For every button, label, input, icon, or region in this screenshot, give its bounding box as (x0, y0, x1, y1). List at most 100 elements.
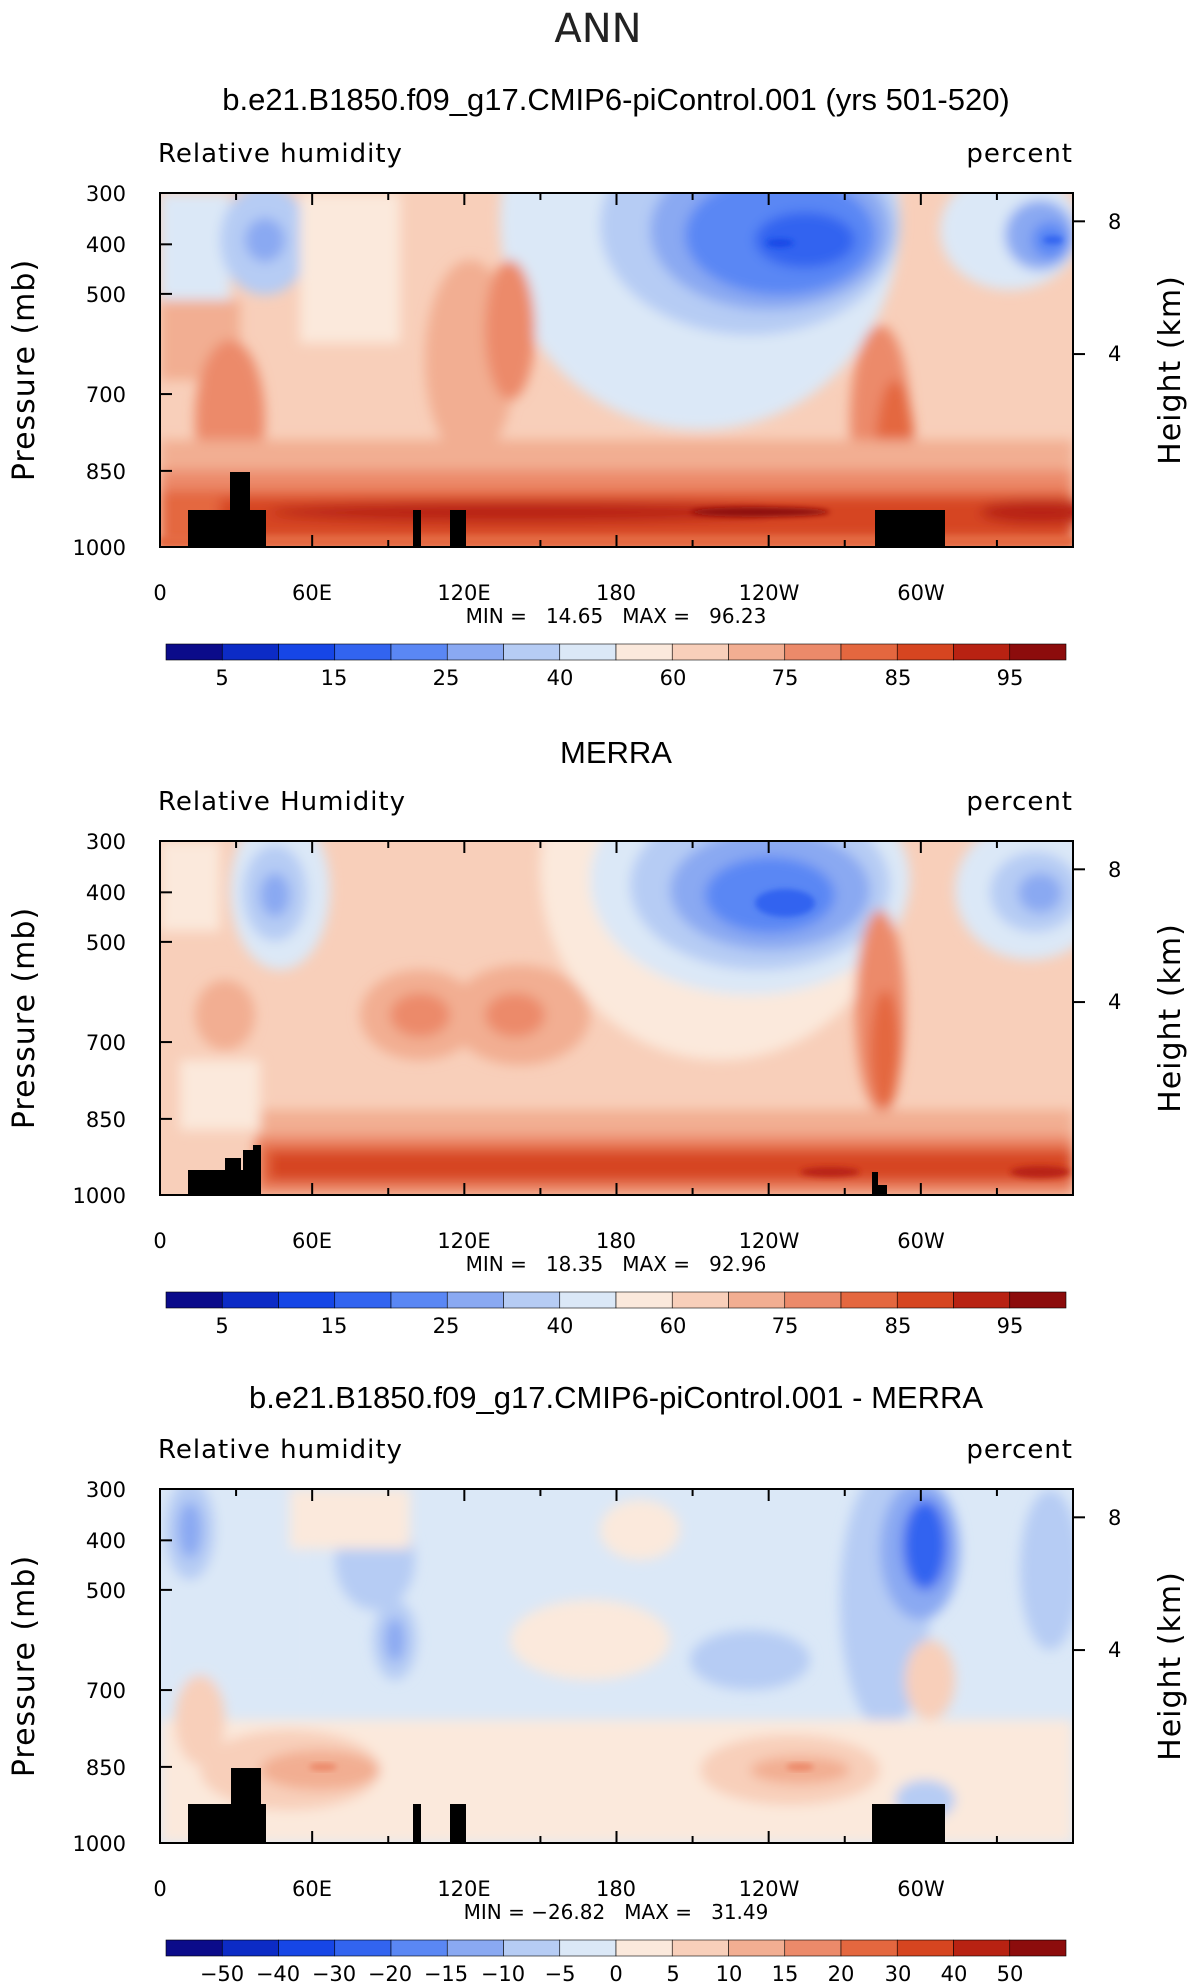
panel-2-y-right-tick-1: 4 (1108, 990, 1121, 1014)
colorbar-box (728, 643, 786, 661)
colorbar-box (728, 1291, 786, 1309)
colorbar-box (896, 1939, 954, 1957)
panel-2-cb-label-0: 5 (215, 1314, 228, 1338)
panel-3-y-right-tick-0: 8 (1108, 1506, 1121, 1530)
panel-3-x-ticks (159, 1489, 1074, 1843)
panel-1-cb-label-3: 40 (547, 666, 574, 690)
panel-3-y-right-label: Height (km) (1153, 1571, 1188, 1761)
panel-3-cb-label-7: 0 (609, 1962, 622, 1986)
panel-3-cb-label-4: −15 (424, 1962, 468, 1986)
panel-1-y-right-tick-1: 4 (1108, 342, 1121, 366)
panel-1-cb-label-0: 5 (215, 666, 228, 690)
panel-2-y-tick-1: 400 (86, 881, 126, 905)
colorbar-box (503, 1291, 561, 1309)
panel-1-cb-label-1: 15 (321, 666, 348, 690)
panel-2-y-tick-2: 500 (86, 931, 126, 955)
panel-2-cb-label-4: 60 (660, 1314, 687, 1338)
colorbar-box (390, 1291, 448, 1309)
colorbar-box (390, 643, 448, 661)
panel-2-cb-label-3: 40 (547, 1314, 574, 1338)
panel-3: b.e21.B1850.f09_g17.CMIP6-piControl.001 … (7, 1380, 1188, 1986)
panel-2-x-tick-0: 0 (153, 1229, 166, 1253)
colorbar-box (165, 1939, 223, 1957)
panel-3-left-subtitle: Relative humidity (158, 1435, 403, 1465)
colorbar-box (784, 1291, 842, 1309)
panel-1-cb-label-4: 60 (660, 666, 687, 690)
colorbar-box (334, 643, 392, 661)
panel-1-x-tick-5: 60W (897, 581, 945, 605)
panel-3-y-tick-1: 400 (86, 1529, 126, 1553)
panel-2-y-right-tick-0: 8 (1108, 858, 1121, 882)
colorbar-box (165, 1291, 223, 1309)
panel-3-colorbar (165, 1939, 1067, 1957)
colorbar-box (503, 643, 561, 661)
colorbar-box (953, 1939, 1011, 1957)
panel-2-cb-label-7: 95 (997, 1314, 1024, 1338)
panel-3-y-tick-5: 1000 (73, 1832, 126, 1856)
panel-1-y-right-tick-0: 8 (1108, 210, 1121, 234)
panel-2-x-tick-2: 120E (437, 1229, 490, 1253)
panel-1-x-ticks (159, 193, 1074, 547)
panel-3-minmax: MIN = −26.82 MAX = 31.49 (464, 1900, 769, 1924)
panel-2-cb-label-2: 25 (433, 1314, 460, 1338)
colorbar-box (784, 1939, 842, 1957)
panel-3-x-tick-3: 180 (596, 1877, 636, 1901)
panel-3-cb-label-12: 30 (885, 1962, 912, 1986)
panel-2-field (160, 841, 1073, 1195)
panel-1-x-tick-1: 60E (292, 581, 332, 605)
colorbar-box (278, 1291, 336, 1309)
panel-3-cb-label-8: 5 (666, 1962, 679, 1986)
colorbar-box (446, 1939, 504, 1957)
panel-1-x-tick-2: 120E (437, 581, 490, 605)
colorbar-box (1009, 1291, 1067, 1309)
panel-2-x-ticks (159, 841, 1074, 1195)
panel-1-cb-label-2: 25 (433, 666, 460, 690)
colorbar-box (615, 1291, 673, 1309)
panel-1-minmax: MIN = 14.65 MAX = 96.23 (466, 604, 767, 628)
colorbar-box (221, 643, 279, 661)
panel-3-cb-label-9: 10 (716, 1962, 743, 1986)
panel-1-y-tick-5: 1000 (73, 536, 126, 560)
panel-1: b.e21.B1850.f09_g17.CMIP6-piControl.001 … (7, 82, 1188, 690)
panel-2-y-tick-3: 700 (86, 1031, 126, 1055)
colorbar-box (671, 1291, 729, 1309)
panel-3-x-tick-5: 60W (897, 1877, 945, 1901)
colorbar-box (953, 643, 1011, 661)
panel-2-title: MERRA (560, 735, 672, 770)
panel-3-title: b.e21.B1850.f09_g17.CMIP6-piControl.001 … (249, 1380, 983, 1415)
panel-1-cb-label-5: 75 (772, 666, 799, 690)
colorbar-box (278, 643, 336, 661)
colorbar-box (896, 643, 954, 661)
colorbar-box (896, 1291, 954, 1309)
panel-3-y-tick-3: 700 (86, 1679, 126, 1703)
colorbar-box (1009, 1939, 1067, 1957)
panel-2: MERRA Relative Humidity percent (7, 735, 1188, 1338)
panel-3-cb-label-6: −5 (545, 1962, 576, 1986)
panel-3-cb-label-11: 20 (828, 1962, 855, 1986)
panel-1-left-subtitle: Relative humidity (158, 139, 403, 169)
panel-2-cb-label-5: 75 (772, 1314, 799, 1338)
colorbar-box (446, 1291, 504, 1309)
colorbar-box (784, 643, 842, 661)
panel-3-x-tick-0: 0 (153, 1877, 166, 1901)
panel-2-y-tick-4: 850 (86, 1108, 126, 1132)
panel-1-field (160, 193, 1073, 547)
colorbar-box (615, 1939, 673, 1957)
panel-1-y-right-label: Height (km) (1153, 275, 1188, 465)
panel-1-y-tick-4: 850 (86, 460, 126, 484)
panel-3-y-label: Pressure (mb) (7, 1555, 42, 1777)
colorbar-box (840, 1939, 898, 1957)
colorbar-box (334, 1291, 392, 1309)
colorbar-box (559, 1939, 617, 1957)
panel-2-x-tick-3: 180 (596, 1229, 636, 1253)
panel-3-x-tick-2: 120E (437, 1877, 490, 1901)
colorbar-box (559, 643, 617, 661)
panel-3-cb-label-2: −30 (312, 1962, 356, 1986)
panel-1-y-label: Pressure (mb) (7, 259, 42, 481)
panel-2-colorbar (165, 1291, 1067, 1309)
panel-3-cb-label-1: −40 (256, 1962, 300, 1986)
panel-2-y-label: Pressure (mb) (7, 907, 42, 1129)
panel-1-y-tick-3: 700 (86, 383, 126, 407)
panel-3-field (160, 1489, 1073, 1843)
colorbar-box (334, 1939, 392, 1957)
